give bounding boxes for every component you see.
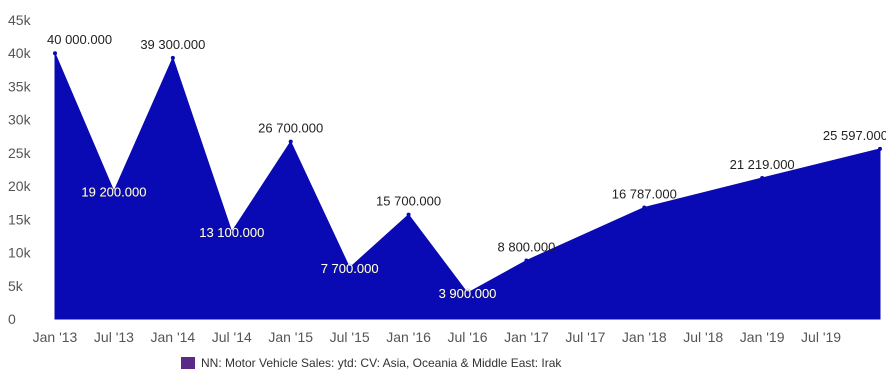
y-tick-label: 0 (8, 311, 16, 327)
y-tick-label: 35k (8, 78, 32, 94)
x-axis: Jan '13 Jul '13 Jan '14 Jul '14 Jan '15 Jul '… (33, 329, 842, 345)
data-point[interactable] (170, 55, 175, 60)
data-point[interactable] (111, 189, 116, 194)
y-tick-label: 5k (8, 278, 24, 294)
y-tick-label: 10k (8, 245, 32, 261)
data-label: 39 300.000 (140, 37, 205, 52)
data-label: 25 597.000 (823, 128, 886, 143)
y-tick-label: 15k (8, 211, 32, 227)
y-tick-label: 45k (8, 12, 32, 28)
area-series[interactable] (54, 53, 881, 320)
y-tick-label: 20k (8, 178, 32, 194)
x-tick-label: Jul '17 (565, 329, 605, 345)
x-tick-label: Jan '18 (622, 329, 667, 345)
data-label: 7 700.000 (321, 261, 379, 276)
data-point[interactable] (642, 205, 647, 210)
data-label: 19 200.000 (81, 184, 146, 199)
data-point[interactable] (229, 229, 234, 234)
x-tick-label: Jan '16 (386, 329, 431, 345)
y-tick-label: 25k (8, 145, 32, 161)
data-point[interactable] (524, 258, 529, 263)
data-label: 40 000.000 (47, 32, 112, 47)
data-point[interactable] (878, 146, 882, 151)
data-label: 3 900.000 (439, 286, 497, 301)
x-tick-label: Jul '19 (801, 329, 841, 345)
data-point[interactable] (288, 139, 293, 144)
data-point[interactable] (53, 51, 57, 56)
x-tick-label: Jan '17 (504, 329, 549, 345)
x-tick-label: Jan '14 (150, 329, 195, 345)
legend-swatch (181, 357, 195, 369)
data-labels: 40 000.000 19 200.000 39 300.000 13 100.000… (47, 32, 886, 301)
plot-area (53, 51, 882, 320)
x-tick-label: Jul '18 (683, 329, 723, 345)
data-label: 16 787.000 (612, 186, 677, 201)
y-tick-label: 40k (8, 45, 32, 61)
data-point[interactable] (347, 265, 352, 270)
data-point[interactable] (465, 291, 470, 296)
data-label: 21 219.000 (730, 157, 795, 172)
y-tick-label: 30k (8, 112, 32, 128)
x-tick-label: Jan '15 (268, 329, 313, 345)
data-label: 26 700.000 (258, 121, 323, 136)
data-point[interactable] (760, 176, 765, 181)
data-label: 8 800.000 (498, 240, 556, 255)
legend[interactable]: NN: Motor Vehicle Sales: ytd: CV: Asia, … (181, 356, 562, 370)
x-tick-label: Jul '14 (212, 329, 252, 345)
data-label: 13 100.000 (199, 225, 264, 240)
x-tick-label: Jan '19 (740, 329, 785, 345)
x-tick-label: Jan '13 (33, 329, 78, 345)
x-tick-label: Jul '15 (330, 329, 370, 345)
y-axis: 0 5k 10k 15k 20k 25k 30k 35k 40k 45k (8, 12, 32, 327)
data-label: 15 700.000 (376, 194, 441, 209)
data-point[interactable] (406, 212, 411, 217)
x-tick-label: Jul '16 (447, 329, 487, 345)
x-tick-label: Jul '13 (94, 329, 134, 345)
legend-label: NN: Motor Vehicle Sales: ytd: CV: Asia, … (201, 356, 562, 370)
